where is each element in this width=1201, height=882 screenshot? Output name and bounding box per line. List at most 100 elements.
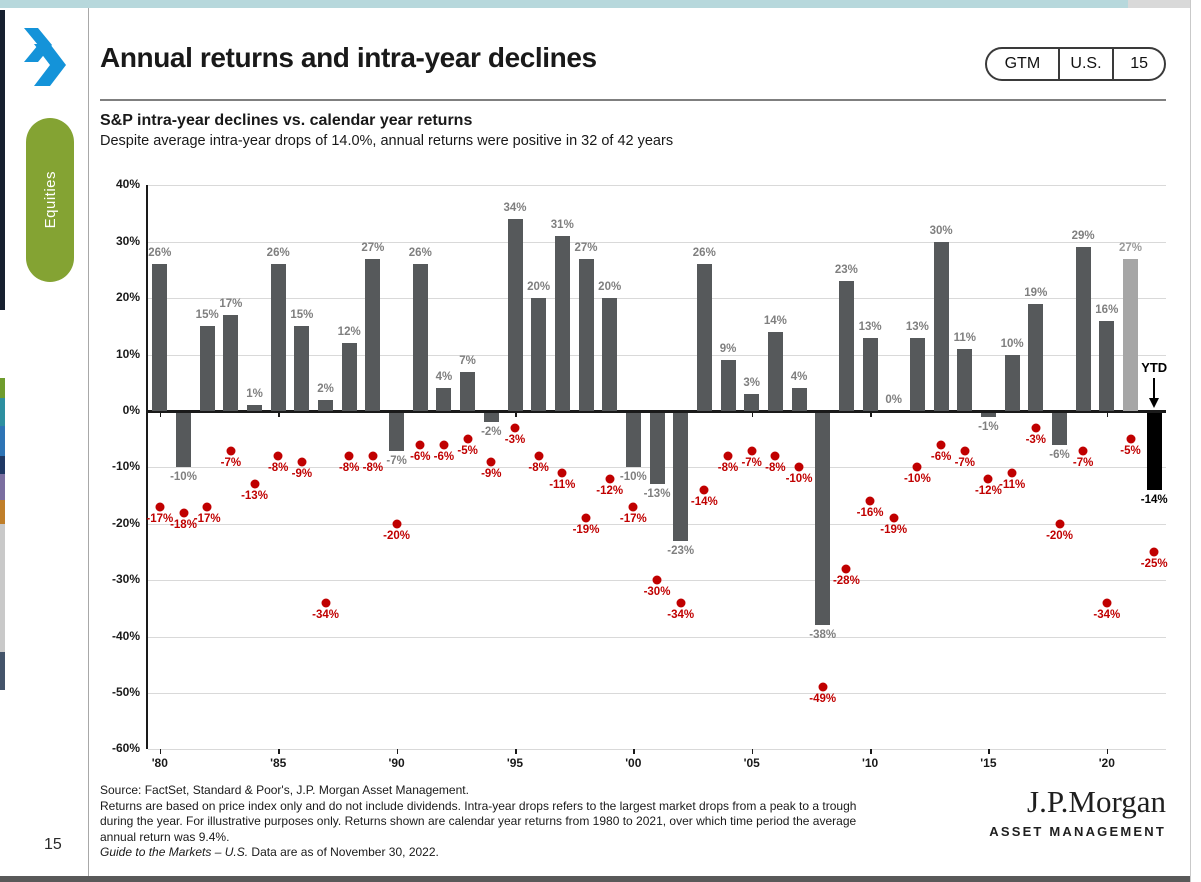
- gridline: [148, 354, 1166, 356]
- y-axis-tick-label: -10%: [111, 459, 140, 474]
- decline-label-1993: -5%: [457, 445, 478, 458]
- bar-label-1980: 26%: [148, 247, 172, 260]
- gridline: [148, 636, 1166, 638]
- decline-label-2021: -5%: [1120, 445, 1141, 458]
- gridline: [148, 523, 1166, 525]
- decline-dot-2016: [1007, 468, 1017, 478]
- decline-dot-1983: [226, 446, 236, 455]
- decline-label-2015: -12%: [974, 484, 1002, 497]
- bar-label-2021: 27%: [1118, 241, 1143, 254]
- decline-dot-2009: [841, 564, 851, 574]
- bar-1995: [507, 219, 523, 411]
- bar-2006: [767, 332, 783, 411]
- bottom-edge-strip: [0, 876, 1190, 882]
- x-axis-tick: [751, 749, 754, 754]
- decline-dot-1988: [344, 451, 354, 461]
- bar-2002: [673, 412, 689, 541]
- gridline: [148, 749, 1166, 751]
- y-axis-tick-label: 20%: [115, 290, 140, 305]
- bar-1982: [199, 326, 215, 411]
- page-number: 15: [44, 836, 62, 853]
- bar-label-2022: -14%: [1140, 494, 1168, 506]
- y-axis-tick-label: 40%: [115, 177, 140, 192]
- decline-dot-2020: [1102, 598, 1112, 608]
- gridline: [148, 298, 1166, 300]
- decline-label-2006: -8%: [765, 462, 786, 475]
- decline-label-1996: -8%: [528, 462, 549, 475]
- decline-dot-2002: [676, 598, 686, 608]
- bar-2022: [1146, 412, 1162, 490]
- decline-dot-2005: [747, 446, 757, 455]
- decline-dot-2007: [794, 462, 804, 472]
- bar-label-2011: 0%: [885, 394, 902, 406]
- gtm-citation: Guide to the Markets – U.S.: [100, 845, 249, 859]
- x-axis-tick: [159, 412, 162, 417]
- decline-label-2019: -7%: [1072, 456, 1094, 469]
- gtm-badge-page: 15: [1112, 49, 1164, 79]
- bar-2012: [909, 337, 925, 411]
- edge-strip: [0, 500, 5, 524]
- bar-label-1992: 4%: [435, 371, 453, 384]
- decline-label-1998: -19%: [572, 524, 600, 537]
- bar-1996: [531, 298, 547, 411]
- gtm-badge-gtm: GTM: [1004, 55, 1041, 72]
- ytd-arrow-icon: [1148, 378, 1160, 408]
- bar-label-2001: -13%: [643, 488, 671, 501]
- decline-label-1989: -8%: [362, 462, 384, 475]
- bar-label-1986: 15%: [290, 309, 314, 322]
- x-axis-tick: [396, 749, 399, 754]
- chart-title: S&P intra-year declines vs. calendar yea…: [100, 112, 473, 129]
- bar-label-2006: 14%: [763, 315, 787, 327]
- bar-1986: [294, 326, 310, 411]
- bar-2007: [791, 388, 807, 411]
- bar-2001: [649, 412, 665, 485]
- y-axis-tick-label: -50%: [111, 685, 140, 699]
- x-axis-tick-label: '10: [861, 756, 879, 770]
- decline-dot-2022: [1149, 547, 1159, 557]
- bar-label-2002: -23%: [667, 544, 695, 557]
- decline-dot-2015: [983, 474, 993, 484]
- y-axis-line: [146, 185, 148, 749]
- y-axis-tick-label: -40%: [111, 628, 140, 643]
- bar-2009: [838, 281, 854, 411]
- y-axis-tick-label: -20%: [111, 515, 140, 530]
- bar-1999: [602, 298, 618, 411]
- bar-label-2004: 9%: [719, 343, 737, 356]
- decline-label-2000: -17%: [619, 512, 647, 525]
- edge-strip: [0, 398, 5, 426]
- bar-1994: [483, 412, 499, 423]
- bar-1985: [270, 264, 286, 411]
- decline-label-2010: -16%: [856, 507, 884, 520]
- bar-2013: [933, 241, 949, 411]
- decline-label-2012: -10%: [903, 473, 931, 486]
- decline-dot-2018: [1055, 519, 1064, 529]
- sidebar-tab-equities[interactable]: Equities: [26, 118, 74, 282]
- decline-dot-2000: [628, 502, 638, 512]
- bar-1984: [247, 405, 262, 411]
- decline-dot-1984: [250, 479, 259, 489]
- bar-1991: [412, 264, 428, 411]
- decline-dot-1996: [534, 451, 544, 461]
- gtm-badge-region: U.S.: [1057, 49, 1112, 79]
- bar-label-1990: -7%: [386, 454, 407, 467]
- decline-dot-1999: [605, 474, 615, 484]
- decline-dot-1995: [510, 423, 520, 433]
- edge-strip: [0, 426, 5, 456]
- jpmorgan-logo-main: J.P.Morgan: [1027, 784, 1166, 819]
- decline-dot-2017: [1031, 423, 1041, 433]
- gridline: [148, 241, 1166, 243]
- gridline: [148, 693, 1166, 694]
- decline-dot-2004: [723, 451, 733, 461]
- bar-2004: [720, 360, 736, 411]
- decline-label-2008: -49%: [809, 693, 837, 706]
- bar-2010: [862, 337, 878, 411]
- bar-label-1993: 7%: [459, 354, 476, 367]
- decline-label-1999: -12%: [596, 484, 624, 497]
- bar-2000: [625, 412, 641, 468]
- right-edge-line: [1190, 0, 1191, 882]
- bar-1981: [176, 412, 191, 468]
- decline-label-2007: -10%: [785, 473, 813, 486]
- bar-1992: [436, 388, 452, 411]
- edge-strip: [0, 652, 5, 690]
